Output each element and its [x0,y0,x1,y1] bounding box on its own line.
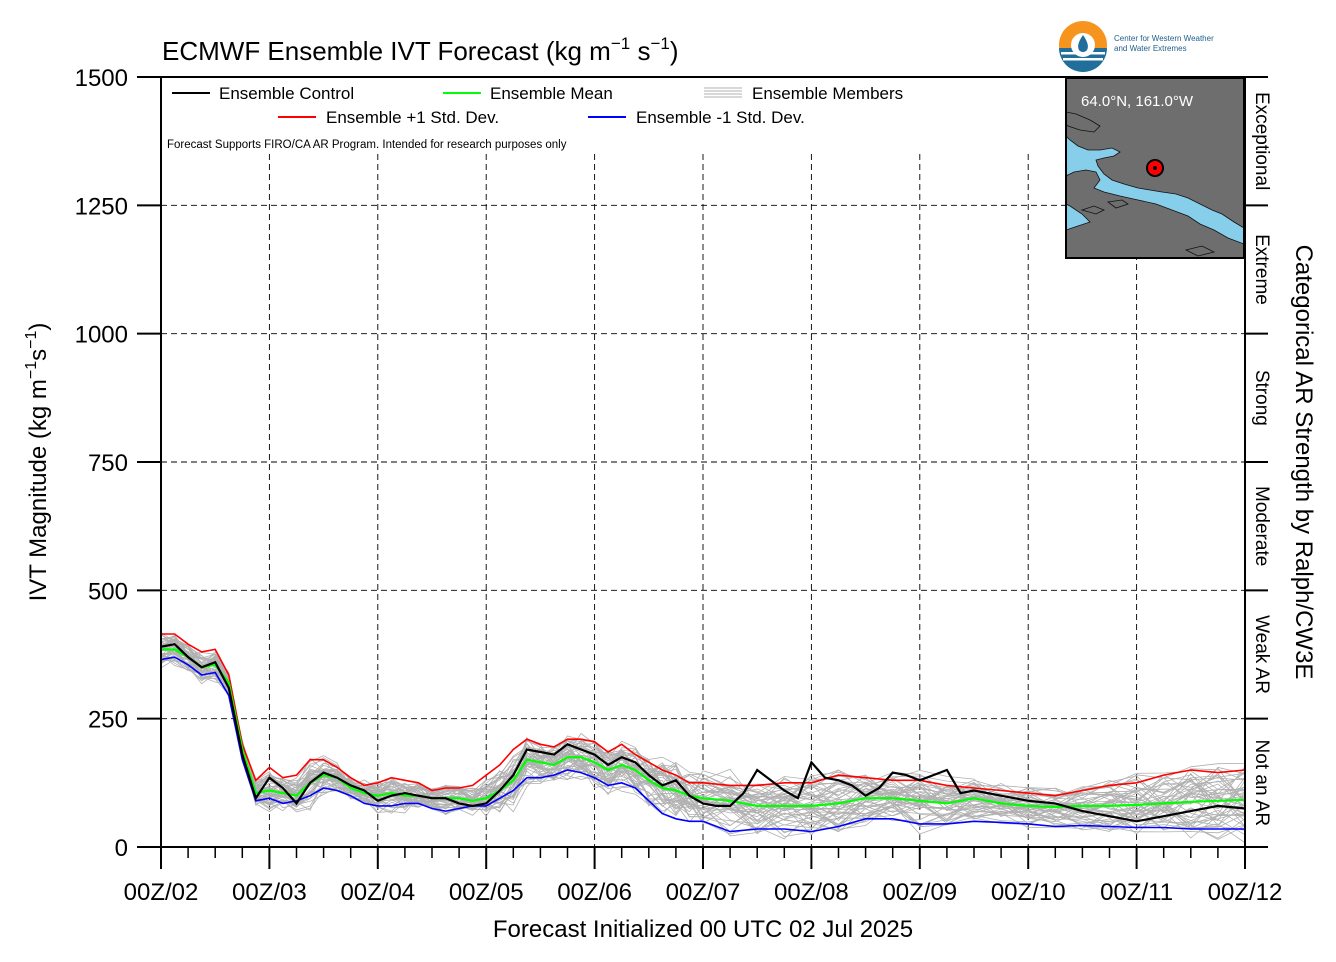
category-label: Extreme [1251,234,1272,305]
x-tick-label: 00Z/07 [666,879,741,906]
category-label: Moderate [1251,486,1272,566]
logo-line-2: and Water Extremes [1114,44,1187,53]
chart-title: ECMWF Ensemble IVT Forecast (kg m−1 s−1) [162,34,679,66]
y-tick-label: 750 [88,450,128,477]
series-lines [161,633,1245,833]
series-line-ensemble-1-std-dev- [161,633,1245,797]
legend-label-members: Ensemble Members [752,84,903,103]
ylabel-main: IVT Magnitude (kg m [25,379,52,601]
legend-label-plus-std: Ensemble +1 Std. Dev. [326,108,499,127]
y-tick-label: 1000 [75,322,128,349]
x-axis-title: Forecast Initialized 00 UTC 02 Jul 2025 [493,916,913,943]
right-axis-title: Categorical AR Strength by Ralph/CW3E [1290,245,1317,680]
category-axis: Not an AR Weak AR Moderate Strong Extreme Exc… [1245,76,1272,848]
y-axis: 0 250 500 750 1000 1250 1500 [75,65,161,862]
series-line-ensemble-1-std-dev- [161,656,1245,833]
y-tick-label: 500 [88,578,128,605]
logo-drop-icon [1078,35,1088,53]
y-tick-label: 250 [88,707,128,734]
ensemble-member-line [161,659,1245,839]
legend-label-control: Ensemble Control [219,84,354,103]
ylabel-unit-2: −1 [23,330,40,348]
x-tick-label: 00Z/04 [340,879,415,906]
title-unit-2: −1 [650,34,669,53]
ensemble-member-line [161,656,1245,839]
x-tick-label: 00Z/06 [557,879,632,906]
legend-label-mean: Ensemble Mean [490,84,613,103]
legend: Ensemble Control Ensemble Mean Ensemble … [167,84,903,151]
island-1 [1080,205,1105,215]
series-line-ensemble-mean [161,648,1245,809]
ylabel-end: ) [25,323,52,331]
x-tick-label: 00Z/03 [232,879,307,906]
logo-line-1: Center for Western Weather [1114,34,1214,43]
title-unit-1: −1 [611,34,630,53]
island-3 [1184,245,1216,257]
category-label: Strong [1251,370,1272,426]
ylabel-unit-1: −1 [23,361,40,379]
location-map: 64.0°N, 161.0°W [1065,77,1245,259]
y-axis-title: IVT Magnitude (kg m−1s−1) [23,323,52,602]
ylabel-mid: s [25,349,52,361]
cw3e-logo: Center for Western Weather and Water Ext… [1059,21,1214,72]
ensemble-member-line [161,650,1245,832]
x-tick-label: 00Z/10 [991,879,1066,906]
y-tick-label: 0 [115,835,128,862]
ensemble-member-line [161,638,1245,814]
ensemble-member-line [161,632,1245,804]
title-mid: s [630,36,650,66]
ensemble-member-line [161,654,1245,822]
y-tick-label: 1250 [75,193,128,220]
ensemble-member-line [161,654,1245,836]
x-axis: 00Z/02 00Z/03 00Z/04 00Z/05 00Z/06 00Z/07 00Z/… [124,847,1283,906]
island-2 [1106,199,1129,209]
category-label: Weak AR [1251,615,1272,694]
category-label: Exceptional [1251,92,1272,190]
ensemble-member-line [161,647,1245,811]
title-main: ECMWF Ensemble IVT Forecast (kg m [162,36,611,66]
series-line-ensemble-control [161,643,1245,823]
y-tick-label: 1500 [75,65,128,92]
x-tick-label: 00Z/02 [124,879,199,906]
category-label: Not an AR [1251,740,1272,827]
x-tick-label: 00Z/11 [1100,879,1173,906]
legend-label-minus-std: Ensemble -1 Std. Dev. [636,108,805,127]
ensemble-member-line [161,641,1245,815]
grid-lines [161,154,1245,847]
x-tick-label: 00Z/09 [882,879,957,906]
x-tick-label: 00Z/12 [1208,879,1283,906]
title-end: ) [670,36,679,66]
map-coordinates: 64.0°N, 161.0°W [1081,93,1194,110]
research-note: Forecast Supports FIRO/CA AR Program. In… [167,139,567,151]
landmass-south [1066,169,1244,258]
x-tick-label: 00Z/05 [449,879,524,906]
x-tick-label: 00Z/08 [774,879,849,906]
